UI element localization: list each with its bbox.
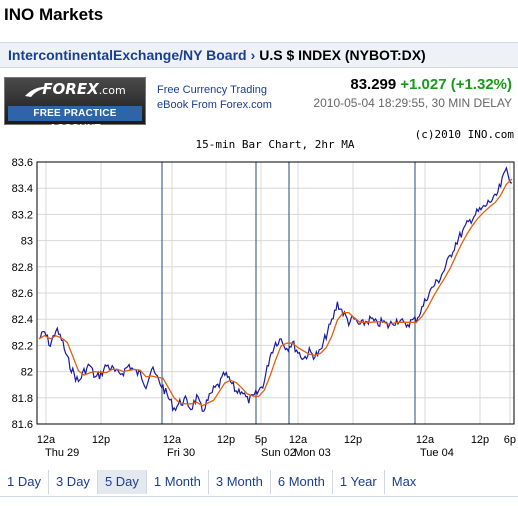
- x-tick-label: 12p: [344, 434, 362, 446]
- ebook-promo-link[interactable]: Free Currency Trading eBook From Forex.c…: [157, 83, 272, 113]
- chart-title: 15-min Bar Chart, 2hr MA: [196, 138, 355, 151]
- forex-ad-banner[interactable]: FOREX.com FREE PRACTICE ACCOUNT: [4, 77, 146, 134]
- y-tick-label: 81.6: [12, 419, 33, 431]
- x-day-label: Sun 02: [261, 447, 296, 459]
- session-separators: [161, 162, 416, 424]
- breadcrumb-symbol: U.S $ INDEX (NYBOT:DX): [259, 47, 426, 63]
- forex-swoosh-icon: [25, 86, 51, 97]
- quote-change: +1.027 (+1.32%): [400, 76, 512, 93]
- quote-timestamp: 2010-05-04 18:29:55, 30 MIN DELAY: [313, 96, 512, 110]
- tab-6-month[interactable]: 6 Month: [271, 470, 333, 494]
- tab-max[interactable]: Max: [391, 474, 417, 489]
- site-title: INO Markets: [4, 5, 104, 24]
- y-tick-label: 82.8: [12, 262, 33, 274]
- tab-5-day[interactable]: 5 Day: [97, 470, 147, 494]
- y-tick-label: 82.6: [12, 288, 33, 300]
- chart-copyright: (c)2010 INO.com: [415, 128, 515, 141]
- x-day-label: Fri 30: [167, 447, 195, 459]
- ad-strip-text: FREE PRACTICE ACCOUNT: [8, 106, 142, 134]
- tab-1-year[interactable]: 1 Year: [333, 470, 385, 494]
- x-tick-label: 12a: [37, 434, 56, 446]
- y-tick-label: 81.8: [12, 393, 33, 405]
- x-tick-label: 5p: [255, 434, 267, 446]
- chart-series: [38, 166, 513, 412]
- x-day-label: Thu 29: [45, 447, 79, 459]
- x-tick-label: 12a: [416, 434, 435, 446]
- x-axis-ticks: 12a 12p 12a 12p 5p 12a 12p 12a 12p 6p Thu 29 Fri 30…: [37, 434, 516, 459]
- y-tick-label: 82: [21, 367, 33, 379]
- y-tick-label: 83: [21, 236, 33, 248]
- y-axis-ticks: 83.6 83.4 83.2 83 82.8 82.6 82.4 82.2 82 81.8 81.6: [12, 157, 33, 431]
- y-tick-label: 83.2: [12, 209, 33, 221]
- breadcrumb: IntercontinentalExchange/NY Board › U.S $ …: [0, 42, 518, 68]
- tab-3-day[interactable]: 3 Day: [49, 470, 98, 494]
- quote-price: 83.299: [350, 76, 397, 93]
- chart-grid: [37, 162, 514, 424]
- x-tick-label: 12a: [289, 434, 308, 446]
- tab-1-day[interactable]: 1 Day: [0, 470, 49, 494]
- forex-logo: FOREX.com: [42, 80, 126, 98]
- breadcrumb-exchange-link[interactable]: IntercontinentalExchange/NY Board: [8, 47, 247, 63]
- promo-line-2: eBook From Forex.com: [157, 99, 272, 111]
- y-tick-label: 82.4: [12, 314, 33, 326]
- tab-3-month[interactable]: 3 Month: [209, 470, 271, 494]
- x-day-label: Mon 03: [294, 447, 331, 459]
- y-tick-label: 83.4: [12, 183, 33, 195]
- plot-frame: [36, 161, 515, 425]
- x-tick-label: 12a: [163, 434, 182, 446]
- x-tick-label: 12p: [471, 434, 489, 446]
- price-chart: 15-min Bar Chart, 2hr MA (c)2010 INO.com…: [12, 128, 516, 459]
- range-tabs: 1 Day 3 Day 5 Day 1 Month 3 Month 6 Month 1 Ye…: [0, 470, 518, 497]
- x-tick-label: 6p: [504, 434, 516, 446]
- moving-average-line: [38, 178, 513, 407]
- breadcrumb-separator: ›: [250, 47, 256, 63]
- price-series-line: [38, 166, 513, 412]
- tab-1-month[interactable]: 1 Month: [147, 470, 209, 494]
- x-day-label: Tue 04: [420, 447, 454, 459]
- quote: 83.299 +1.027 (+1.32%): [350, 76, 512, 93]
- y-tick-label: 83.6: [12, 157, 33, 169]
- x-tick-label: 12p: [92, 434, 110, 446]
- x-tick-label: 12p: [217, 434, 235, 446]
- y-tick-label: 82.2: [12, 340, 33, 352]
- promo-line-1: Free Currency Trading: [157, 84, 268, 96]
